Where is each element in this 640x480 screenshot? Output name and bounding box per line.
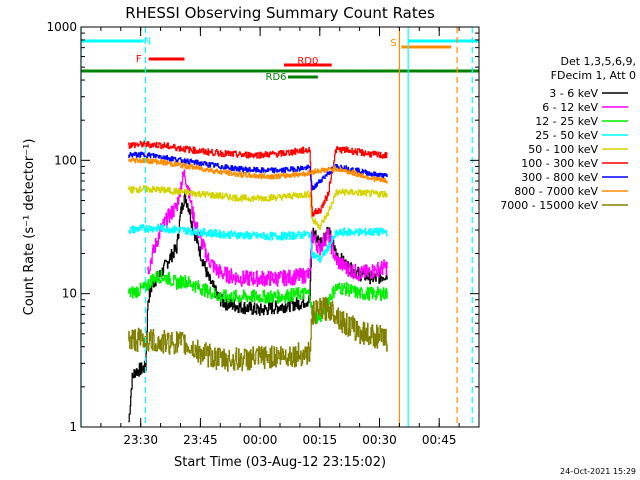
legend-entry-label: 3 - 6 keV bbox=[549, 87, 598, 100]
series-line-7000-15000-kev bbox=[128, 296, 388, 372]
series-line-300-800-kev bbox=[128, 151, 388, 191]
x-tick-label: 00:15 bbox=[303, 433, 338, 447]
flag-bar-label-rd0: RD0 bbox=[297, 56, 318, 67]
flag-bar-label-f: F bbox=[136, 54, 142, 65]
y-tick-label: 1 bbox=[69, 420, 77, 434]
legend-entry-label: 50 - 100 keV bbox=[528, 143, 598, 156]
series-line-6-12-kev bbox=[147, 169, 388, 287]
series-line-25-50-kev bbox=[128, 223, 388, 264]
legend-header-line-2: FDecim 1, Att 0 bbox=[551, 69, 636, 82]
y-tick-label: 100 bbox=[54, 153, 77, 167]
x-tick-label: 00:45 bbox=[422, 433, 457, 447]
plot-series bbox=[128, 140, 388, 423]
series-line-50-100-kev bbox=[128, 185, 388, 230]
legend-entry-label: 100 - 300 keV bbox=[521, 157, 598, 170]
flag-bar-label-n: N bbox=[144, 36, 151, 47]
y-tick-label: 1000 bbox=[46, 20, 77, 34]
x-tick-label: 00:00 bbox=[243, 433, 278, 447]
x-axis-label: Start Time (03-Aug-12 23:15:02) bbox=[174, 455, 386, 470]
series-line-100-300-kev bbox=[128, 140, 388, 217]
legend-entry-label: 12 - 25 keV bbox=[535, 115, 598, 128]
series-line-12-25-kev bbox=[128, 269, 388, 324]
legend-entry-label: 6 - 12 keV bbox=[542, 101, 598, 114]
chart-title: RHESSI Observing Summary Count Rates bbox=[125, 4, 435, 22]
axes: 1 10 100 1000 23:30 23:45 00:00 00:15 00:30 00:45 bbox=[46, 20, 480, 447]
flag-bar-label-s: S bbox=[390, 38, 396, 49]
timestamp: 24-Oct-2021 15:29 bbox=[560, 467, 636, 476]
y-axis-label: Count Rate (s⁻¹ detector⁻¹) bbox=[22, 139, 37, 316]
flag-bar-label-rd6: RD6 bbox=[266, 72, 287, 83]
attenuator-bars: N S F RD0 RD6 bbox=[81, 36, 479, 83]
x-tick-label: 23:30 bbox=[123, 433, 158, 447]
legend-entry-label: 25 - 50 keV bbox=[535, 129, 598, 142]
legend-entry-label: 800 - 7000 keV bbox=[514, 185, 598, 198]
y-tick-label: 10 bbox=[62, 287, 77, 301]
legend: Det 1,3,5,6,9, FDecim 1, Att 0 3 - 6 keV… bbox=[500, 55, 636, 212]
legend-entry-label: 7000 - 15000 keV bbox=[500, 199, 598, 212]
legend-entry-label: 300 - 800 keV bbox=[521, 171, 598, 184]
x-tick-label: 23:45 bbox=[183, 433, 218, 447]
x-tick-label: 00:30 bbox=[362, 433, 397, 447]
series-line-800-7000-kev bbox=[128, 157, 388, 184]
legend-header-line-1: Det 1,3,5,6,9, bbox=[560, 55, 636, 68]
